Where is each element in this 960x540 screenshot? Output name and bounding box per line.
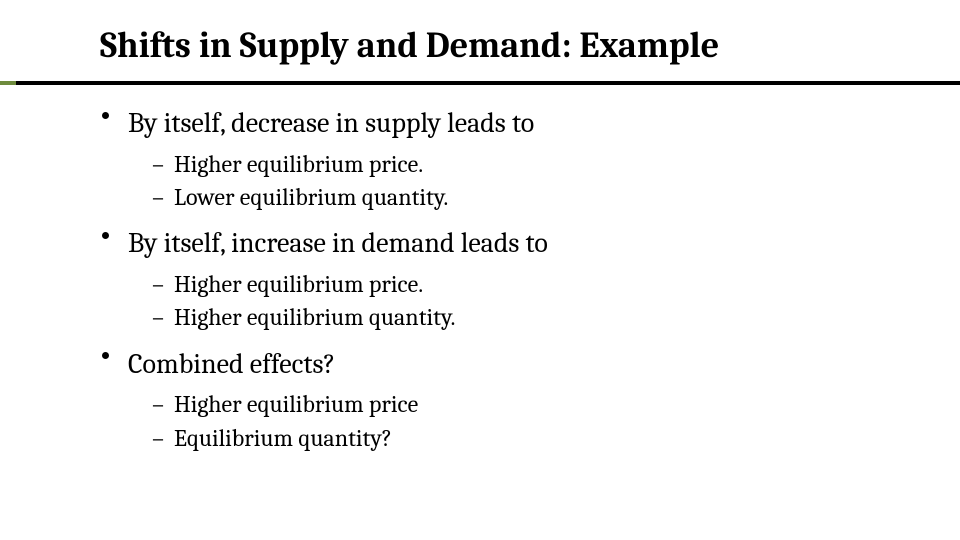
bullet-text: By itself, decrease in supply leads to: [128, 107, 534, 139]
sub-list-item: – Higher equilibrium price.: [152, 269, 860, 300]
sub-list: – Higher equilibrium price. – Higher equ…: [128, 269, 860, 333]
sub-bullet-text: Higher equilibrium price.: [174, 150, 423, 178]
bullet-text: By itself, increase in demand leads to: [128, 227, 548, 259]
dash-icon: –: [152, 269, 164, 300]
sub-list-item: – Higher equilibrium price: [152, 389, 860, 420]
sub-list: – Higher equilibrium price – Equilibrium…: [128, 389, 860, 453]
sub-list-item: – Higher equilibrium price.: [152, 149, 860, 180]
sub-bullet-text: Higher equilibrium price: [174, 390, 418, 418]
sub-list-item: – Equilibrium quantity?: [152, 423, 860, 454]
sub-bullet-text: Higher equilibrium quantity.: [174, 303, 455, 331]
sub-list-item: – Lower equilibrium quantity.: [152, 182, 860, 213]
sub-bullet-text: Higher equilibrium price.: [174, 270, 423, 298]
bullet-icon: [102, 232, 109, 239]
content-area: By itself, decrease in supply leads to –…: [0, 85, 960, 454]
title-underline: [0, 81, 960, 85]
list-item: Combined effects? – Higher equilibrium p…: [100, 346, 860, 454]
bullet-list: By itself, decrease in supply leads to –…: [100, 105, 860, 454]
dash-icon: –: [152, 302, 164, 333]
dash-icon: –: [152, 423, 164, 454]
sub-bullet-text: Equilibrium quantity?: [174, 424, 392, 452]
underline-bar: [16, 81, 960, 85]
bullet-icon: [102, 112, 109, 119]
sub-list-item: – Higher equilibrium quantity.: [152, 302, 860, 333]
sub-bullet-text: Lower equilibrium quantity.: [174, 183, 448, 211]
slide: Shifts in Supply and Demand: Example By …: [0, 0, 960, 540]
dash-icon: –: [152, 182, 164, 213]
dash-icon: –: [152, 149, 164, 180]
bullet-text: Combined effects?: [128, 348, 335, 380]
bullet-icon: [102, 352, 109, 359]
list-item: By itself, decrease in supply leads to –…: [100, 105, 860, 213]
slide-title: Shifts in Supply and Demand: Example: [100, 24, 860, 67]
title-block: Shifts in Supply and Demand: Example: [0, 0, 960, 75]
dash-icon: –: [152, 389, 164, 420]
accent-block: [0, 81, 16, 85]
list-item: By itself, increase in demand leads to –…: [100, 225, 860, 333]
sub-list: – Higher equilibrium price. – Lower equi…: [128, 149, 860, 213]
